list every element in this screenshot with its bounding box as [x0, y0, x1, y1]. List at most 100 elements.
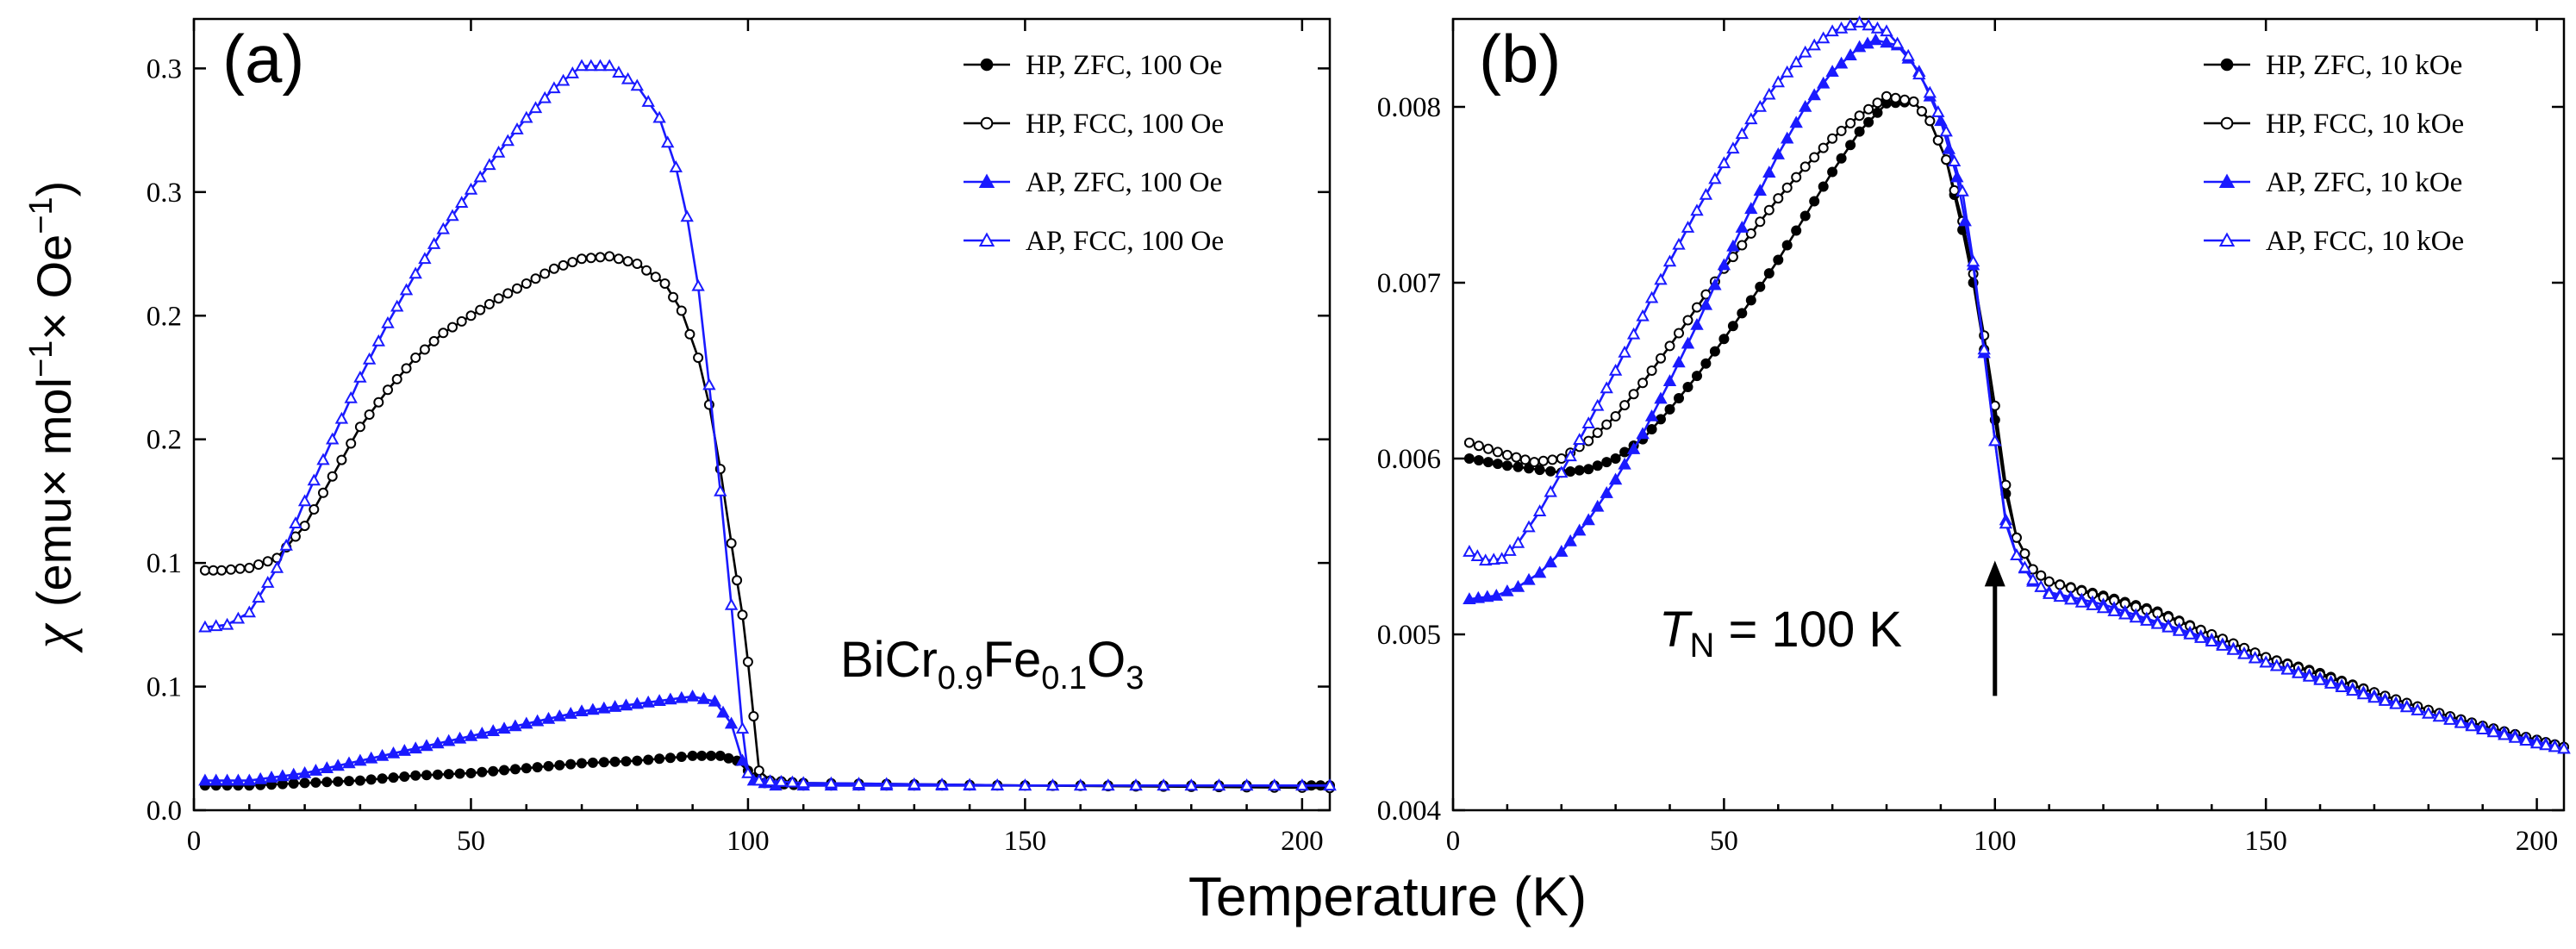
data-point	[1494, 552, 1509, 565]
data-point	[1513, 461, 1524, 472]
panel-b: 0 50 100 150 200 0.004 0.005 0.006 0.007 0.008 (b…	[1377, 16, 2571, 857]
data-point	[706, 750, 717, 761]
data-point	[528, 101, 543, 114]
data-point	[520, 110, 533, 123]
data-point	[1583, 435, 1594, 446]
data-point	[2074, 595, 2089, 608]
data-point	[1503, 544, 1517, 556]
data-point	[1592, 460, 1603, 471]
y-tick-label: 0.004	[1377, 796, 1441, 827]
data-point	[619, 698, 633, 711]
data-point	[2036, 570, 2047, 581]
data-point	[1977, 342, 1991, 355]
data-point	[1854, 110, 1865, 122]
data-point	[1654, 391, 1668, 404]
legend-marker	[2218, 232, 2236, 247]
data-point	[741, 765, 755, 778]
data-point	[597, 701, 611, 714]
y-tick-label: 0.1	[147, 672, 182, 703]
data-point	[1941, 154, 1952, 165]
data-point	[696, 691, 711, 704]
data-point	[1581, 416, 1595, 428]
data-point	[2476, 722, 2490, 734]
panel-b-axes: 0 50 100 150 200 0.004 0.005 0.006 0.007 0.008	[1377, 19, 2564, 857]
data-point	[1619, 446, 1631, 458]
data-point	[1699, 297, 1713, 310]
data-point	[1563, 534, 1577, 546]
data-point	[1574, 465, 1585, 476]
data-point	[299, 521, 310, 532]
data-point	[1916, 106, 1927, 117]
data-point	[1924, 116, 1936, 127]
data-point	[664, 752, 676, 764]
data-point	[390, 299, 404, 312]
data-point	[676, 752, 687, 762]
data-point	[299, 777, 310, 789]
panel-b-tn-annotation: TN = 100 K	[1659, 602, 1902, 665]
data-point	[1644, 290, 1659, 303]
data-point	[1755, 281, 1766, 292]
data-point	[1799, 45, 1812, 58]
data-point	[824, 776, 839, 789]
data-point	[593, 59, 608, 72]
data-point	[1619, 400, 1631, 411]
y-tick-label: 0.0	[147, 796, 182, 827]
data-point	[354, 775, 365, 786]
data-point	[2237, 646, 2251, 659]
data-point	[397, 744, 411, 756]
y-tick-label: 0.2	[147, 425, 182, 456]
data-point	[381, 315, 395, 328]
data-point	[1817, 76, 1831, 89]
data-point	[1681, 221, 1695, 233]
data-point	[1600, 381, 1613, 394]
legend-marker	[2220, 116, 2234, 130]
data-point	[1511, 452, 1522, 463]
data-point	[2280, 662, 2294, 675]
data-point	[261, 576, 275, 588]
data-point	[2064, 592, 2078, 605]
data-point	[586, 702, 600, 715]
data-point	[2313, 672, 2327, 685]
data-point	[1636, 309, 1650, 322]
panel-b-series	[1463, 16, 2571, 754]
data-point	[652, 110, 666, 123]
data-point	[362, 352, 377, 365]
data-point	[316, 453, 330, 465]
y-tick-label: 0.2	[147, 301, 182, 332]
data-point	[880, 777, 894, 790]
legend-marker	[980, 116, 994, 130]
data-point	[1870, 21, 1885, 34]
data-point	[2486, 725, 2500, 738]
data-point	[391, 373, 402, 384]
data-point	[650, 272, 661, 283]
data-point	[353, 370, 367, 383]
data-point	[1781, 131, 1794, 144]
data-point	[1718, 334, 1730, 345]
data-point	[2096, 601, 2111, 614]
data-point	[680, 209, 694, 222]
data-point	[2019, 548, 2030, 559]
data-point	[2118, 607, 2132, 620]
data-point	[320, 761, 334, 773]
data-point	[2292, 665, 2305, 678]
data-point	[1999, 516, 2013, 529]
data-point	[2422, 706, 2436, 719]
data-point	[602, 59, 616, 72]
data-point	[1473, 440, 1484, 452]
data-point	[1481, 590, 1494, 602]
data-point	[1726, 239, 1740, 252]
data-point	[1654, 272, 1668, 285]
data-point	[431, 736, 445, 749]
data-point	[1492, 446, 1503, 458]
data-point	[2443, 713, 2457, 725]
data-point	[530, 714, 545, 727]
data-point	[276, 769, 290, 782]
data-point	[497, 721, 511, 734]
data-point	[661, 135, 675, 148]
series-line-1	[1469, 100, 2565, 748]
data-point	[242, 605, 256, 618]
data-point	[436, 222, 450, 234]
data-point	[1101, 778, 1115, 791]
x-axis-label: Temperature (K)	[1188, 865, 1587, 927]
data-point	[1682, 315, 1693, 326]
